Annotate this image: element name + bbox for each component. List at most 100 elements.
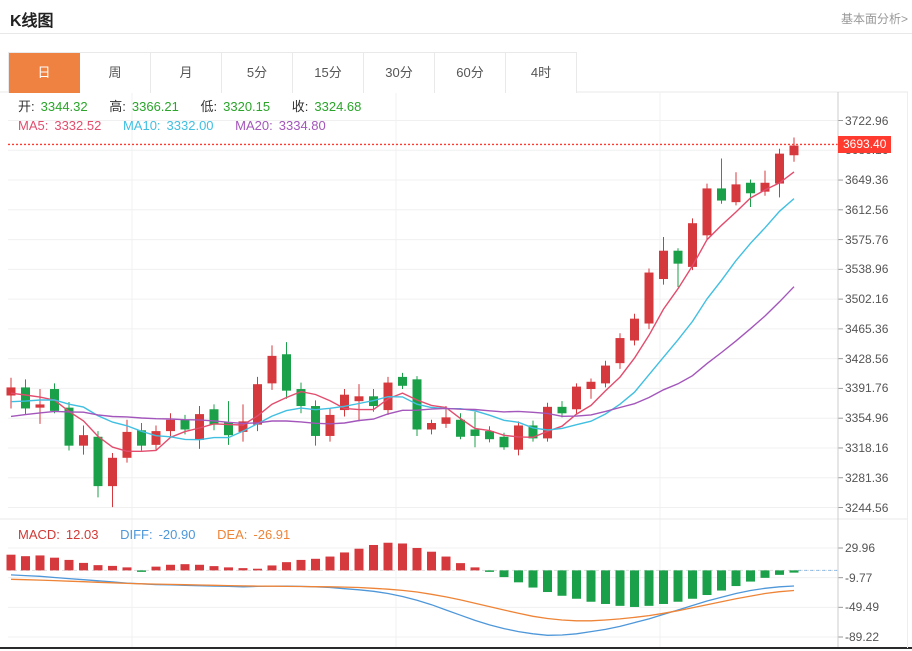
macd-bar xyxy=(108,565,117,571)
macd-bar xyxy=(296,559,306,571)
axis-tick-label: 3391.76 xyxy=(845,381,889,396)
candle-body xyxy=(456,419,465,437)
macd-bar xyxy=(79,562,88,571)
candle-body xyxy=(209,409,219,425)
ma-line xyxy=(10,198,795,441)
dea-value: -26.91 xyxy=(253,527,291,542)
tab-30min[interactable]: 30分 xyxy=(364,53,435,93)
macd-bar xyxy=(64,559,74,571)
macd-bar xyxy=(557,570,567,596)
candle-body xyxy=(499,436,509,448)
candle-body xyxy=(789,145,799,156)
macd-bar xyxy=(253,568,262,571)
candle-body xyxy=(166,419,175,432)
axis-tick-label: 3428.56 xyxy=(845,351,889,366)
macd-bar xyxy=(746,570,755,582)
macd-bar xyxy=(601,570,610,604)
axis-tick-label: -9.77 xyxy=(845,570,873,585)
macd-bar xyxy=(485,570,494,572)
candle-body xyxy=(151,431,161,445)
axis-tick-label: 3612.56 xyxy=(845,202,889,217)
ma10-label: MA10: xyxy=(122,118,161,133)
ma10-value: 3332.00 xyxy=(166,118,214,133)
ohlc-row: 开: 3344.32 高: 3366.21 低: 3320.15 收: 3324.68 xyxy=(18,96,367,115)
low-label: 低: xyxy=(200,99,218,114)
macd-bar xyxy=(760,570,770,578)
macd-bar xyxy=(166,564,175,571)
tab-5min[interactable]: 5分 xyxy=(222,53,293,93)
candle-body xyxy=(340,394,349,411)
macd-bar xyxy=(673,570,683,602)
candle-body xyxy=(702,188,712,236)
macd-bar xyxy=(21,556,30,571)
macd-bar xyxy=(412,547,422,571)
macd-bar xyxy=(354,548,364,571)
macd-line xyxy=(10,578,795,622)
macd-bar xyxy=(209,566,219,571)
macd-bar xyxy=(50,557,59,571)
candle-body xyxy=(79,435,88,446)
axis-tick-label: -89.22 xyxy=(845,630,880,644)
candle-body xyxy=(267,355,277,384)
macd-bar xyxy=(499,570,509,578)
candle-body xyxy=(775,153,784,184)
tab-60min[interactable]: 60分 xyxy=(435,53,506,93)
macd-bar xyxy=(644,570,654,606)
candle-body xyxy=(354,396,364,402)
macd-bar xyxy=(6,554,16,571)
macd-bar xyxy=(615,570,625,606)
candle-body xyxy=(746,182,755,194)
macd-bar xyxy=(441,556,451,571)
axis-tick-label: 3465.36 xyxy=(845,321,889,336)
ma5-label: MA5: xyxy=(18,118,49,133)
candle-body xyxy=(441,417,451,424)
candle-body xyxy=(35,404,45,408)
candle-body xyxy=(93,436,103,487)
candle-body xyxy=(528,425,538,439)
candle-body xyxy=(108,457,117,487)
macd-bar xyxy=(789,570,799,573)
candle-body xyxy=(485,431,494,440)
candle-body xyxy=(398,376,407,386)
candle-body xyxy=(427,423,436,430)
macd-value: 12.03 xyxy=(65,527,99,542)
candle-body xyxy=(688,223,697,267)
low-value: 3320.15 xyxy=(223,99,271,114)
macd-bar xyxy=(528,570,538,588)
tab-week[interactable]: 周 xyxy=(80,53,151,93)
macd-bar xyxy=(572,570,581,599)
tab-day[interactable]: 日 xyxy=(9,53,80,93)
candle-body xyxy=(253,384,262,425)
candle-body xyxy=(760,182,770,192)
macd-bar xyxy=(238,568,248,571)
candle-body xyxy=(21,387,30,409)
diff-label: DIFF: xyxy=(120,527,153,542)
macd-bar xyxy=(586,570,596,602)
candle-body xyxy=(6,387,16,396)
macd-bar xyxy=(688,570,697,599)
macd-label: MACD: xyxy=(18,527,60,542)
macd-bar xyxy=(151,566,161,571)
tab-4hour[interactable]: 4时 xyxy=(506,53,577,93)
page-title: K线图 xyxy=(10,13,54,30)
candle-body xyxy=(180,419,190,430)
tab-15min[interactable]: 15分 xyxy=(293,53,364,93)
ma-line xyxy=(10,286,795,425)
candle-body xyxy=(586,381,596,390)
candle-body xyxy=(238,421,248,432)
current-price-tag: 3693.40 xyxy=(838,136,892,154)
high-label: 高: xyxy=(109,99,126,114)
axis-tick-label: 3722.96 xyxy=(845,113,889,128)
ma20-value: 3334.80 xyxy=(278,118,326,133)
candle-body xyxy=(296,389,306,407)
header-divider xyxy=(0,33,912,34)
macd-bar xyxy=(398,543,407,571)
fundamental-analysis-link[interactable]: 基本面分析> xyxy=(840,12,908,26)
ma5-value: 3332.52 xyxy=(54,118,102,133)
macd-bar xyxy=(195,564,204,571)
macd-bar xyxy=(122,567,132,571)
tab-month[interactable]: 月 xyxy=(151,53,222,93)
macd-bar xyxy=(267,565,277,571)
macd-bar xyxy=(470,567,480,571)
